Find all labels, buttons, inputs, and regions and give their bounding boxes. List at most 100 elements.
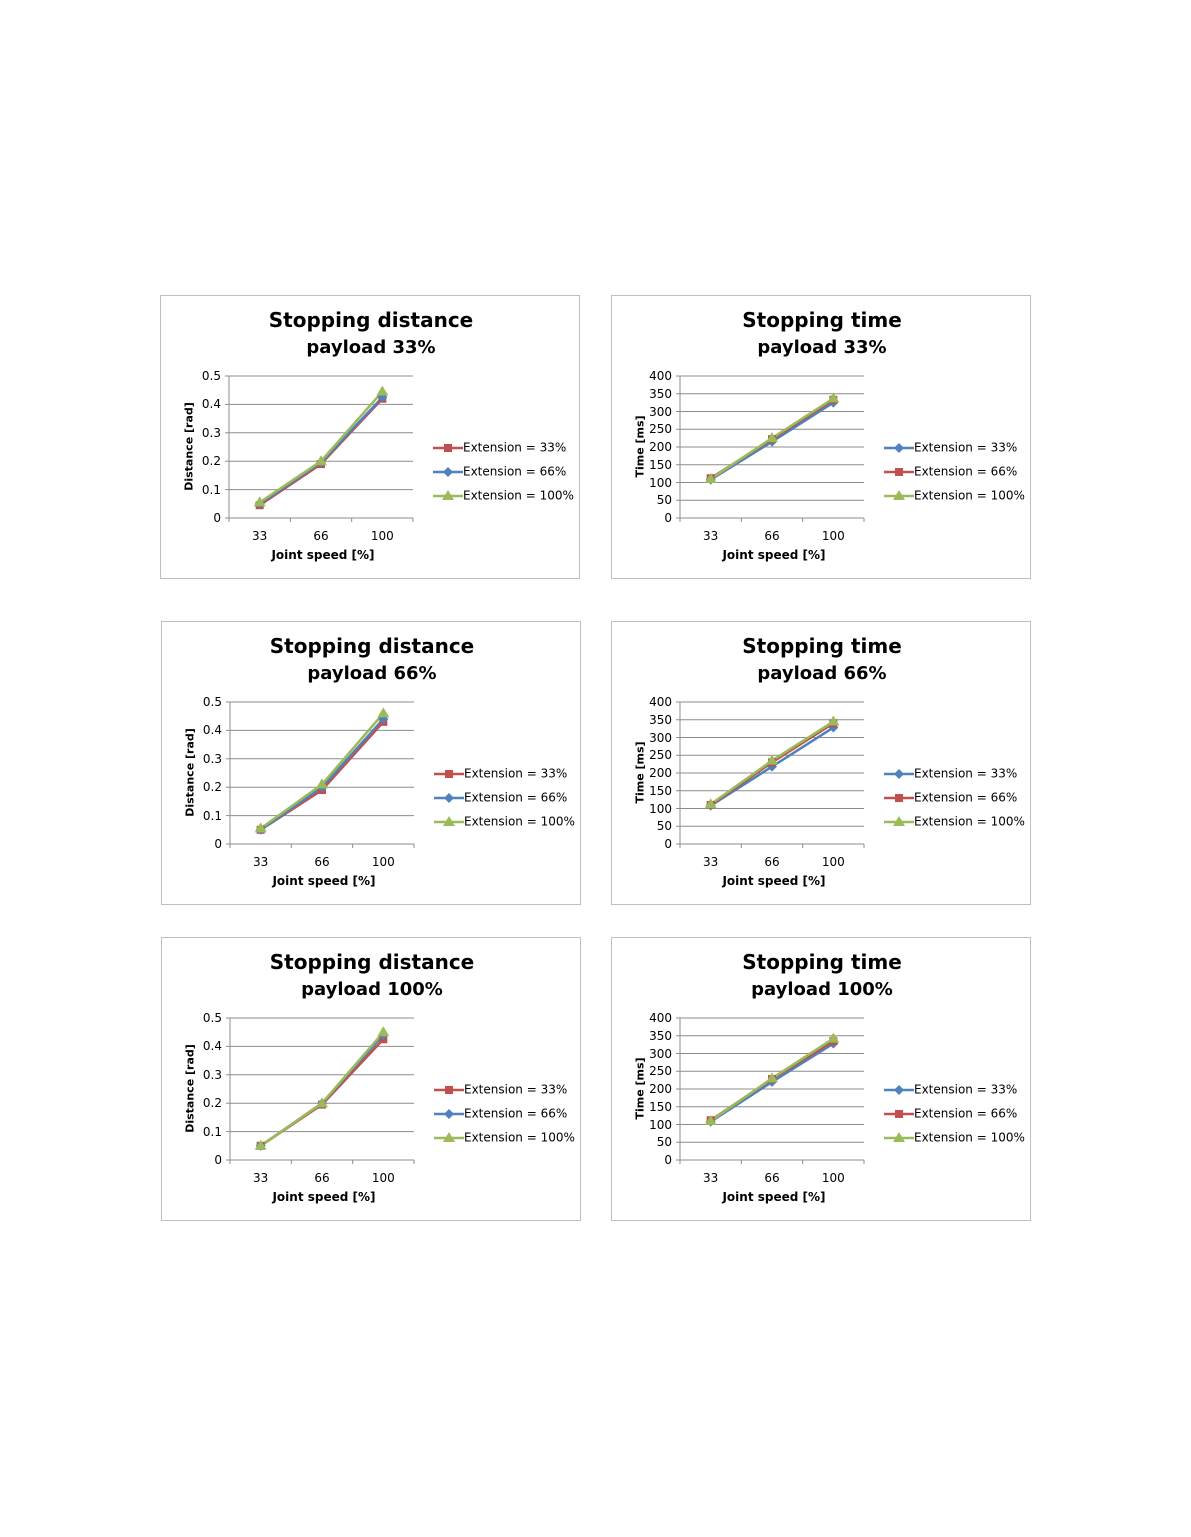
legend: Extension = 33% Extension = 66% Extension … xyxy=(884,766,1025,838)
data-point-s3-2 xyxy=(766,432,778,443)
legend-label: Extension = 66% xyxy=(464,1106,568,1121)
y-tick-label: 0.3 xyxy=(202,751,222,766)
y-tick-label: 350 xyxy=(649,386,672,401)
data-point-s3-1 xyxy=(704,798,717,809)
legend-label: Extension = 100% xyxy=(914,814,1025,829)
y-tick-label: 250 xyxy=(649,422,672,437)
y-tick-label: 0.2 xyxy=(202,780,222,795)
legend-marker xyxy=(893,1131,905,1142)
legend-swatch xyxy=(434,815,464,826)
y-tick-label: 150 xyxy=(649,1099,672,1114)
x-tick-label: 100 xyxy=(371,855,395,869)
plot-svg xyxy=(226,1017,415,1164)
y-tick-label: 50 xyxy=(656,819,672,834)
chart-panel-1: Stopping distance payload 33% 0 0.1 0.2 0.3 0.… xyxy=(160,295,580,579)
y-tick-label: 0.5 xyxy=(201,369,221,383)
y-axis-label: Time [ms] xyxy=(633,415,647,478)
legend-label: Extension = 100% xyxy=(914,488,1025,503)
legend-marker xyxy=(443,1131,455,1142)
y-tick-label: 0 xyxy=(664,837,672,851)
legend-label: Extension = 66% xyxy=(463,464,567,479)
legend-swatch xyxy=(884,1131,914,1142)
y-tick-label: 0.1 xyxy=(202,808,222,823)
legend-item: Extension = 66% xyxy=(884,1106,1025,1130)
legend: Extension = 33% Extension = 66% Extension … xyxy=(434,766,575,838)
y-axis-label: Time [ms] xyxy=(633,741,647,804)
y-axis-label: Time [ms] xyxy=(633,1057,647,1120)
legend-label: Extension = 33% xyxy=(464,1082,568,1097)
legend-item: Extension = 33% xyxy=(434,1082,575,1106)
x-tick-label: 33 xyxy=(253,855,269,869)
chart-title: Stopping time xyxy=(742,308,902,332)
x-axis-label: Joint speed [%] xyxy=(272,874,376,888)
legend-swatch xyxy=(433,489,463,500)
legend-label: Extension = 100% xyxy=(464,1130,575,1145)
y-tick-label: 400 xyxy=(649,695,672,709)
y-tick-label: 0 xyxy=(664,1153,672,1167)
y-tick-label: 0 xyxy=(214,837,222,851)
legend-marker xyxy=(443,466,453,477)
legend-label: Extension = 100% xyxy=(914,1130,1025,1145)
data-point-s3-1 xyxy=(253,496,266,507)
data-point-s3-2 xyxy=(766,1072,778,1083)
legend-label: Extension = 33% xyxy=(914,766,1018,781)
legend-marker xyxy=(445,1085,453,1094)
data-point-s3-3 xyxy=(827,392,840,403)
y-tick-label: 100 xyxy=(649,1117,672,1132)
legend-marker xyxy=(894,1084,904,1095)
legend: Extension = 33% Extension = 66% Extension … xyxy=(884,440,1025,512)
y-tick-label: 0.5 xyxy=(202,695,222,709)
legend-swatch xyxy=(433,443,463,452)
y-tick-label: 50 xyxy=(656,1135,672,1150)
y-tick-label: 250 xyxy=(649,748,672,763)
plot-svg xyxy=(676,1017,865,1164)
legend-swatch xyxy=(884,489,914,500)
legend-marker xyxy=(442,489,454,500)
x-tick-label: 33 xyxy=(252,529,268,543)
legend-swatch xyxy=(884,442,914,453)
y-tick-label: 0 xyxy=(664,511,672,525)
legend-label: Extension = 66% xyxy=(914,1106,1018,1121)
y-tick-label: 200 xyxy=(649,1082,672,1096)
legend-label: Extension = 66% xyxy=(914,464,1018,479)
legend: Extension = 33% Extension = 66% Extension … xyxy=(434,1082,575,1154)
x-tick-label: 66 xyxy=(764,1171,780,1185)
x-tick-label: 33 xyxy=(703,855,719,869)
y-tick-label: 0.4 xyxy=(201,397,221,412)
chart-panel-2: Stopping time payload 33% 0 50 100 150 200 250 3… xyxy=(611,295,1031,579)
chart-panel-4: Stopping time payload 66% 0 50 100 150 200 250 3… xyxy=(611,621,1031,905)
chart-subtitle: payload 66% xyxy=(307,663,437,684)
legend-swatch xyxy=(884,1109,914,1118)
legend-item: Extension = 33% xyxy=(433,440,574,464)
x-tick-label: 100 xyxy=(370,529,394,543)
data-point-s3-1 xyxy=(254,1139,267,1150)
legend-marker xyxy=(895,1109,903,1118)
x-axis-label: Joint speed [%] xyxy=(271,548,375,562)
plot-svg xyxy=(226,701,415,848)
chart-subtitle: payload 33% xyxy=(306,337,436,358)
data-point-s2-3 xyxy=(378,714,389,725)
plot-svg xyxy=(676,701,865,848)
legend: Extension = 33% Extension = 66% Extension … xyxy=(433,440,574,512)
legend-item: Extension = 66% xyxy=(433,464,574,488)
chart-title: Stopping distance xyxy=(269,950,475,974)
plot-svg xyxy=(225,375,414,522)
plot-svg xyxy=(676,375,865,522)
x-tick-label: 66 xyxy=(764,529,780,543)
x-axis-label: Joint speed [%] xyxy=(722,548,826,562)
y-axis-label: Distance [rad] xyxy=(183,728,197,817)
legend-marker xyxy=(894,768,904,779)
legend-swatch xyxy=(434,1131,464,1142)
data-point-s3-3 xyxy=(827,715,840,726)
legend-item: Extension = 66% xyxy=(434,1106,575,1130)
y-tick-label: 250 xyxy=(649,1064,672,1079)
legend-marker xyxy=(893,489,905,500)
legend-item: Extension = 33% xyxy=(434,766,575,790)
chart-subtitle: payload 33% xyxy=(757,337,887,358)
x-tick-label: 33 xyxy=(703,1171,719,1185)
y-tick-label: 400 xyxy=(649,1011,672,1025)
data-point-s3-3 xyxy=(376,385,389,396)
legend-item: Extension = 100% xyxy=(433,488,574,512)
y-tick-label: 400 xyxy=(649,369,672,383)
y-tick-label: 0 xyxy=(213,511,221,525)
